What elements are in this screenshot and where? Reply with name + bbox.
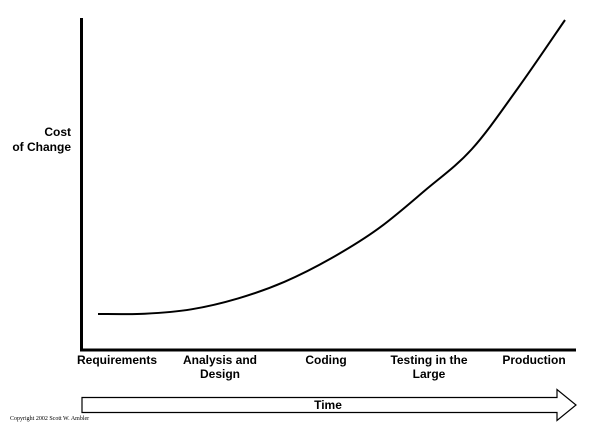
plot-area (97, 19, 566, 316)
x-axis-title: Time (314, 398, 342, 412)
cost-curve (97, 19, 566, 316)
x-tick-label: Coding (305, 353, 346, 367)
copyright-notice: Copyright 2002 Scott W. Ambler (10, 416, 90, 422)
x-tick-label: Requirements (77, 353, 157, 367)
x-tick-labels: Requirements Analysis and Design Coding Test… (77, 353, 566, 381)
x-tick-label-line: Analysis and (183, 353, 257, 367)
x-tick-label-line: Production (502, 353, 565, 367)
x-tick-label-line: Testing in the (390, 353, 467, 367)
x-tick-label: Analysis and Design (183, 353, 257, 381)
x-tick-label-line: Large (413, 367, 446, 381)
x-tick-label-line: Requirements (77, 353, 157, 367)
y-axis-title: Cost of Change (8, 125, 71, 155)
y-axis-title-line-2: of Change (12, 140, 71, 154)
x-tick-label: Testing in the Large (390, 353, 467, 381)
x-tick-label-line: Coding (305, 353, 346, 367)
x-tick-label: Production (502, 353, 565, 367)
x-tick-label-line: Design (200, 367, 240, 381)
time-arrow (81, 388, 577, 422)
y-axis-title-line-1: Cost (44, 125, 71, 139)
